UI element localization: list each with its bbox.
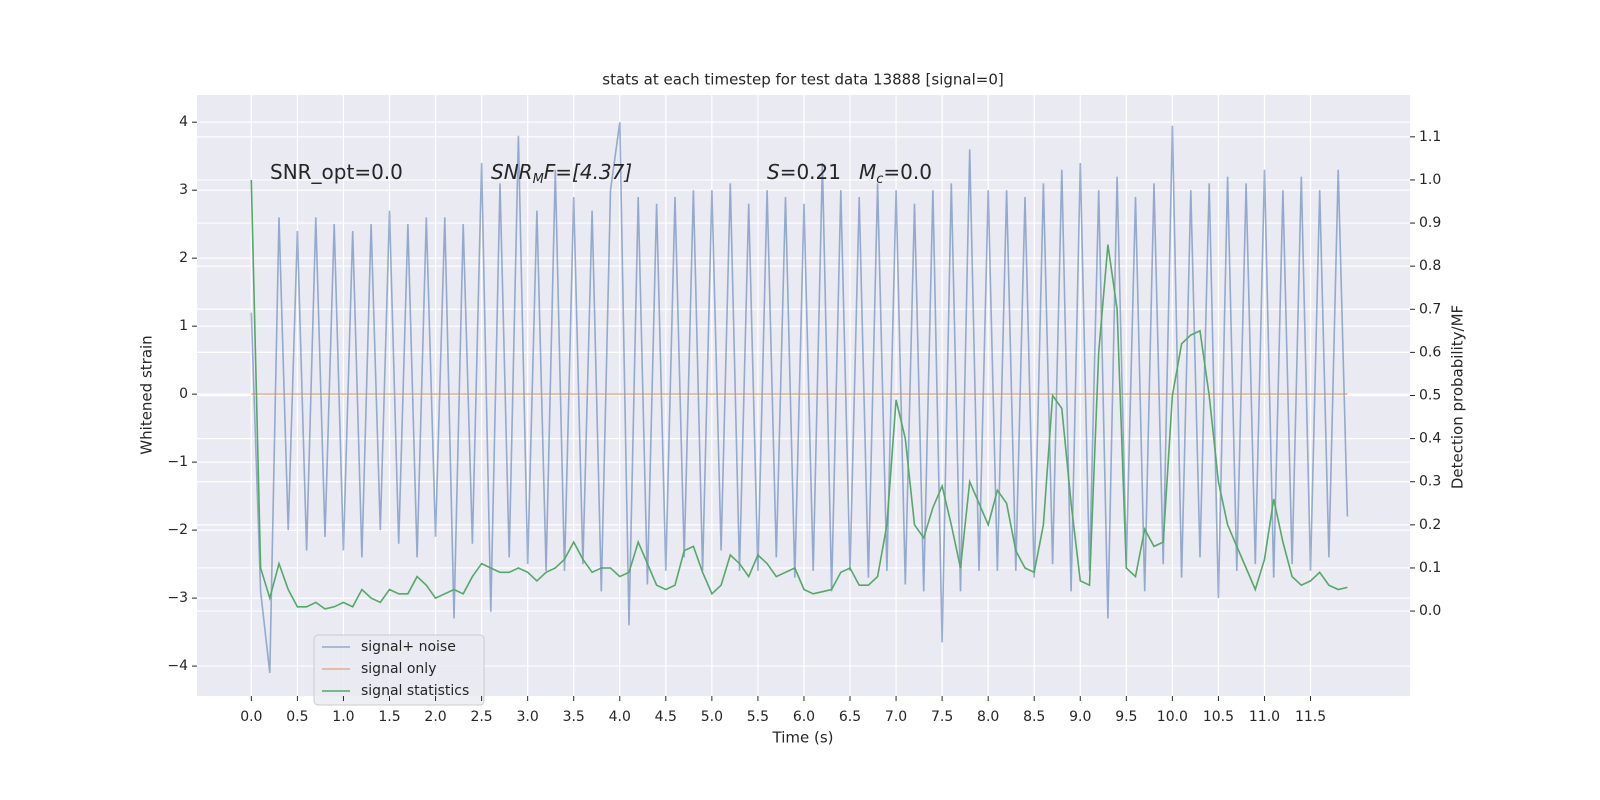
x-tick-label: 5.5 [747,709,769,725]
series-line [250,122,1349,673]
x-tick-label: 8.5 [1023,709,1045,725]
y-tick-label: 0 [179,386,188,402]
x-axis-label: Time (s) [772,729,834,747]
y2-tick-label: 1.0 [1419,172,1441,188]
x-tick-label: 8.0 [977,709,999,725]
y2-tick-label: 0.7 [1419,301,1441,317]
marks [250,122,1349,673]
y-tick-label: 3 [179,182,188,198]
annotation-text: S [767,160,780,184]
y-tick-label: 4 [179,114,188,130]
y-tick-label: −1 [167,454,188,470]
annotation-text: SNR [491,160,533,184]
annotation: S=0.21 Mc=0.0 [767,160,932,187]
y2-tick-label: 0.2 [1419,517,1441,533]
x-tick-label: 4.5 [655,709,677,725]
x-tick-label: 3.0 [517,709,539,725]
x-tick-label: 7.5 [931,709,953,725]
x-tick-label: 10.5 [1203,709,1234,725]
x-tick-label: 7.0 [885,709,907,725]
y2-tick-label: 0.6 [1419,344,1441,360]
chart-title: stats at each timestep for test data 138… [602,71,1003,89]
y-tick-label: −2 [167,522,188,538]
y-axis-label: Whitened strain [138,335,156,454]
y-tick-label: −4 [167,658,188,674]
y2-tick-label: 0.1 [1419,560,1441,576]
annotation-text: =0.0 [883,160,932,184]
annotation: SNR_opt=0.0 [270,160,403,184]
legend-box [313,634,485,706]
x-tick-label: 1.0 [332,709,354,725]
x-tick-label: 0.0 [240,709,262,725]
x-tick-label: 9.0 [1069,709,1091,725]
x-tick-label: 6.0 [793,709,815,725]
y-tick-label: 1 [179,318,188,334]
x-tick-label: 2.0 [424,709,446,725]
y2-tick-label: 0.0 [1419,603,1441,619]
y2-tick-label: 0.4 [1419,431,1441,447]
x-tick-label: 6.5 [839,709,861,725]
x-tick-label: 9.5 [1115,709,1137,725]
x-tick-label: 2.5 [470,709,492,725]
y2-axis-label: Detection probability/MF [1449,305,1467,489]
annotation-text: =0.21 [780,160,841,184]
x-tick-label: 10.0 [1157,709,1188,725]
x-tick-label: 11.0 [1249,709,1280,725]
annotation-text: M [859,160,876,184]
annotation-subscript: c [876,172,883,187]
x-tick-label: 1.5 [378,709,400,725]
x-tick-label: 0.5 [286,709,308,725]
annotation-text: F=[4.37] [544,160,632,184]
legend-label: signal statistics [361,683,469,699]
y2-tick-label: 0.5 [1419,388,1441,404]
y2-tick-label: 0.8 [1419,258,1441,274]
annotation: SNRMF=[4.37] [491,160,632,187]
annotation-text: SNR_opt=0.0 [270,160,403,184]
x-tick-label: 5.0 [701,709,723,725]
legend: signal+ noise signal only signal statistic… [313,634,485,706]
x-tick-label: 3.5 [563,709,585,725]
x-tick-label: 11.5 [1295,709,1326,725]
legend-label: signal+ noise [361,639,456,655]
y-tick-label: 2 [179,250,188,266]
legend-label: signal only [361,661,436,677]
y2-tick-label: 1.1 [1419,129,1441,145]
y2-tick-label: 0.9 [1419,215,1441,231]
y-tick-label: −3 [167,590,188,606]
annotation-subscript: M [533,172,544,187]
series-line [250,179,1348,610]
y2-tick-label: 0.3 [1419,474,1441,490]
x-tick-label: 4.0 [609,709,631,725]
